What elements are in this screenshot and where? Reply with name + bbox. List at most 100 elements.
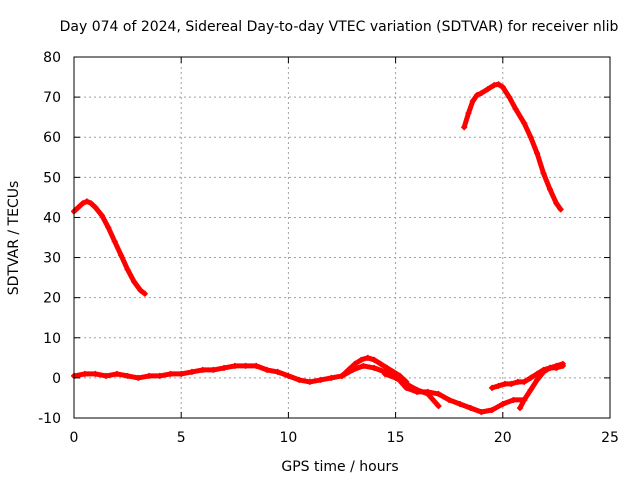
data-point: [360, 362, 367, 369]
plot-frame: [73, 56, 611, 419]
y-tick-label: 50: [43, 170, 61, 186]
data-point: [474, 92, 481, 99]
data-point: [328, 374, 335, 381]
data-point: [435, 402, 442, 409]
data-point: [377, 360, 384, 367]
data-point: [534, 150, 541, 157]
data-point: [527, 374, 534, 381]
data-point: [188, 368, 195, 375]
axes: [73, 56, 611, 419]
data-point: [296, 376, 303, 383]
y-tick-label: 80: [43, 50, 61, 66]
chart-title: Day 074 of 2024, Sidereal Day-to-day VTE…: [60, 19, 619, 35]
data-point: [79, 200, 86, 207]
data-point: [516, 404, 523, 411]
data-point: [351, 360, 358, 367]
data-point: [489, 384, 496, 391]
data-point: [534, 376, 541, 383]
data-point: [392, 374, 399, 381]
data-point: [506, 94, 513, 101]
data-point: [546, 364, 553, 371]
data-point: [501, 380, 508, 387]
data-point: [546, 186, 553, 193]
data-point: [135, 374, 142, 381]
data-point: [527, 134, 534, 141]
data-point: [414, 386, 421, 393]
data-point: [559, 362, 566, 369]
data-point: [521, 120, 528, 127]
data-point: [137, 287, 144, 294]
data-point: [540, 170, 547, 177]
data-point: [461, 124, 468, 131]
data-point: [113, 370, 120, 377]
data-point: [512, 106, 519, 113]
data-point: [146, 372, 153, 379]
series-near-zero-main: [71, 362, 528, 415]
y-tick-label: 70: [43, 90, 61, 106]
series-branch-a: [381, 370, 442, 409]
x-ticks: 0 5 10 15 20 25: [70, 57, 619, 446]
data-point: [178, 370, 185, 377]
data-point: [81, 370, 88, 377]
y-tick-label: 30: [43, 251, 61, 267]
data-point: [242, 362, 249, 369]
data-point: [521, 396, 528, 403]
data-point: [381, 370, 388, 377]
data-point: [491, 82, 498, 89]
x-tick-label: 20: [494, 430, 512, 446]
data-point: [92, 204, 99, 211]
data-point: [553, 364, 560, 371]
data-point: [274, 368, 281, 375]
data-point: [141, 290, 148, 297]
data-point: [489, 406, 496, 413]
x-tick-label: 5: [177, 430, 186, 446]
data-point: [124, 266, 131, 273]
data-point: [557, 206, 564, 213]
data-point: [527, 386, 534, 393]
y-tick-label: 10: [43, 331, 61, 347]
series-trace: [71, 363, 527, 415]
x-tick-label: 25: [601, 430, 619, 446]
data-point: [371, 364, 378, 371]
grid: [74, 57, 610, 418]
data-point: [103, 372, 110, 379]
data-point: [403, 380, 410, 387]
data-point: [508, 380, 515, 387]
series-arc-late-high: [461, 81, 564, 213]
data-point: [469, 98, 476, 105]
data-point: [75, 204, 82, 211]
data-point: [345, 366, 352, 373]
data-point: [478, 408, 485, 415]
data-point: [199, 366, 206, 373]
data-point: [384, 364, 391, 371]
data-point: [306, 378, 313, 385]
data-point: [478, 90, 485, 97]
data-point: [553, 200, 560, 207]
series-branch-b: [489, 362, 566, 391]
x-tick-label: 10: [279, 430, 297, 446]
data-point: [156, 372, 163, 379]
data-point: [435, 390, 442, 397]
data-point: [499, 84, 506, 91]
data-series: [71, 81, 566, 415]
data-point: [285, 372, 292, 379]
data-point: [495, 382, 502, 389]
y-tick-label: -10: [38, 411, 61, 427]
data-point: [510, 396, 517, 403]
x-tick-label: 15: [387, 430, 405, 446]
data-point: [499, 400, 506, 407]
data-point: [514, 378, 521, 385]
data-point: [540, 366, 547, 373]
data-point: [424, 390, 431, 397]
data-point: [456, 400, 463, 407]
data-point: [467, 404, 474, 411]
data-point: [465, 110, 472, 117]
y-ticks: -10 0 10 20 30 40 50 60 70 80: [38, 50, 610, 427]
x-axis-label: GPS time / hours: [281, 459, 398, 475]
data-point: [83, 198, 90, 205]
data-point: [167, 370, 174, 377]
data-point: [92, 370, 99, 377]
series-arc-early-high: [71, 198, 148, 297]
data-point: [495, 81, 502, 88]
